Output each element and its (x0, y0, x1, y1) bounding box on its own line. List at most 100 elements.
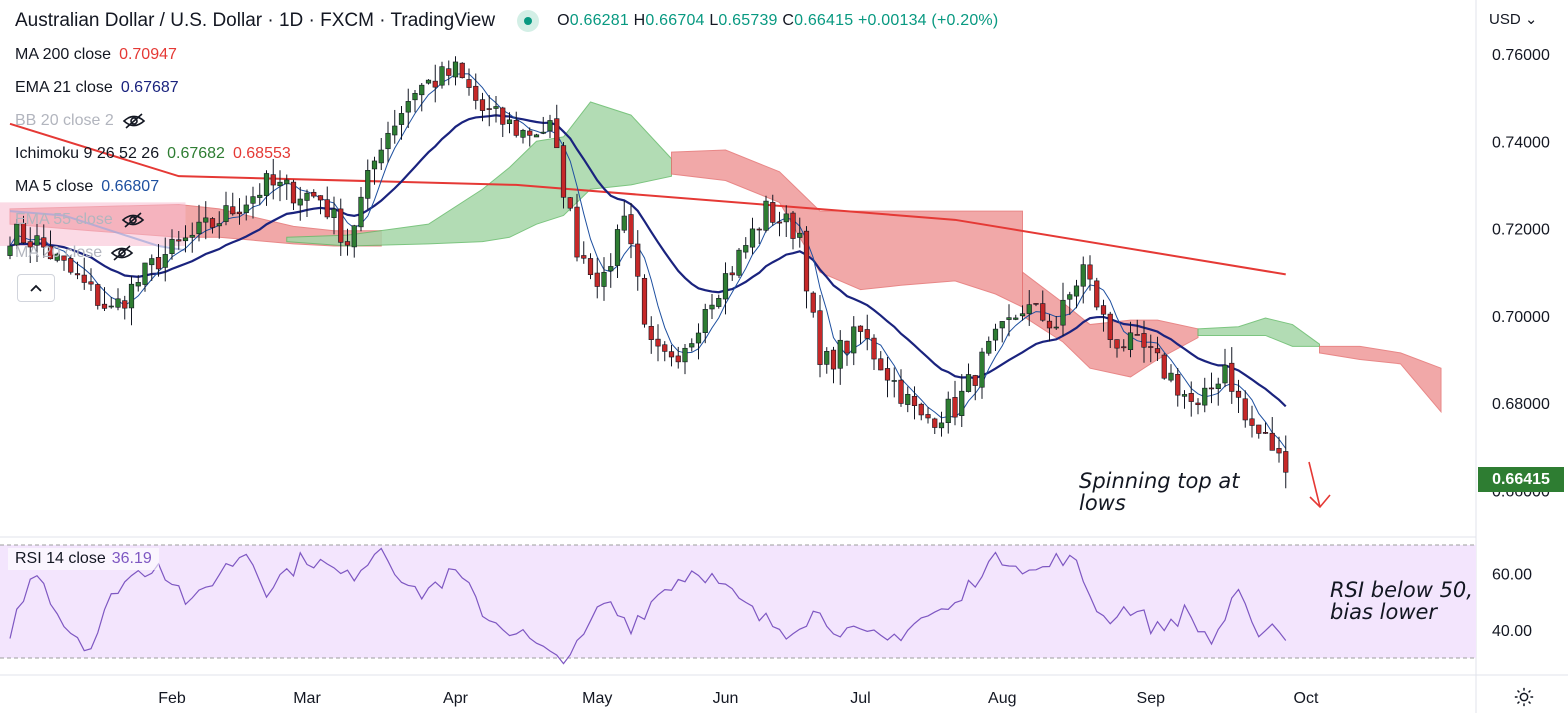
candle[interactable] (911, 386, 918, 420)
candle[interactable] (1168, 364, 1174, 383)
candle[interactable] (520, 128, 526, 144)
candle[interactable] (7, 236, 13, 260)
candle[interactable] (608, 253, 614, 288)
candle[interactable] (1269, 417, 1275, 451)
candle[interactable] (884, 357, 891, 398)
candle[interactable] (999, 321, 1005, 343)
candle[interactable] (722, 262, 729, 315)
candle[interactable] (506, 112, 513, 134)
candle[interactable] (81, 257, 87, 290)
candle[interactable] (88, 268, 94, 292)
axes[interactable]: 0.760000.740000.720000.700000.680000.660… (158, 47, 1550, 707)
candle[interactable] (209, 217, 216, 234)
candle[interactable] (493, 95, 499, 123)
candle[interactable] (108, 297, 114, 309)
candle[interactable] (1013, 314, 1019, 321)
candle[interactable] (344, 228, 351, 256)
candle[interactable] (932, 417, 938, 434)
candle[interactable] (668, 344, 675, 367)
candle[interactable] (857, 325, 864, 344)
candle[interactable] (527, 127, 533, 147)
candle[interactable] (1060, 282, 1066, 336)
candle[interactable] (1222, 348, 1228, 388)
candle[interactable] (1202, 377, 1208, 413)
currency-selector[interactable]: USD ⌄ (1489, 11, 1538, 28)
candle[interactable] (135, 275, 141, 292)
candle[interactable] (1087, 255, 1093, 291)
candle[interactable] (1175, 368, 1181, 407)
candle[interactable] (27, 227, 33, 264)
candle[interactable] (945, 391, 951, 434)
candle[interactable] (14, 218, 20, 250)
candle[interactable] (695, 323, 702, 360)
candle[interactable] (500, 106, 506, 138)
rsi-pane[interactable] (0, 544, 1476, 665)
candle[interactable] (851, 316, 857, 366)
candle[interactable] (54, 252, 60, 263)
candle[interactable] (743, 237, 749, 259)
candle[interactable] (621, 200, 627, 234)
candle[interactable] (216, 211, 222, 239)
candle[interactable] (263, 170, 270, 206)
candle[interactable] (270, 158, 276, 200)
candle[interactable] (1276, 436, 1282, 463)
candle[interactable] (1161, 352, 1167, 380)
candle[interactable] (68, 255, 74, 275)
candle[interactable] (574, 193, 580, 262)
candle[interactable] (378, 137, 384, 171)
candle[interactable] (1121, 339, 1127, 352)
candle[interactable] (459, 62, 465, 79)
candle[interactable] (689, 338, 695, 352)
candle[interactable] (844, 340, 850, 366)
candle[interactable] (560, 142, 567, 209)
candle[interactable] (398, 105, 405, 140)
candle[interactable] (918, 402, 924, 421)
candle[interactable] (601, 257, 607, 301)
candle[interactable] (790, 210, 796, 250)
candle[interactable] (1195, 398, 1201, 415)
candle[interactable] (1040, 290, 1046, 322)
candle[interactable] (1127, 321, 1134, 358)
candle[interactable] (1188, 381, 1194, 417)
candle[interactable] (891, 367, 897, 398)
candle[interactable] (162, 237, 168, 282)
market-status-icon[interactable] (517, 10, 540, 32)
candle[interactable] (898, 369, 904, 407)
candle[interactable] (1080, 256, 1086, 304)
candle[interactable] (1235, 379, 1242, 413)
candle[interactable] (837, 330, 843, 385)
candle[interactable] (736, 247, 742, 278)
candle[interactable] (1107, 311, 1113, 349)
candle[interactable] (587, 253, 594, 280)
candle[interactable] (702, 303, 708, 344)
candle[interactable] (324, 186, 330, 220)
candle[interactable] (419, 82, 425, 112)
candle[interactable] (257, 183, 263, 206)
hidden-eye-icon[interactable] (110, 244, 134, 262)
candle[interactable] (1283, 435, 1289, 489)
candle[interactable] (547, 114, 553, 138)
indicator-ma200[interactable]: MA 200 close 0.70947 (15, 46, 177, 63)
candle[interactable] (1006, 304, 1012, 337)
candle[interactable] (122, 295, 128, 320)
candle[interactable] (1073, 279, 1080, 309)
candle[interactable] (803, 226, 810, 309)
candle[interactable] (878, 351, 884, 371)
candle[interactable] (284, 174, 290, 200)
candle[interactable] (311, 189, 317, 199)
candle[interactable] (1249, 405, 1255, 438)
candle[interactable] (1026, 290, 1032, 326)
candle[interactable] (236, 198, 243, 225)
candle[interactable] (479, 92, 486, 122)
candle[interactable] (297, 186, 303, 221)
candle[interactable] (74, 261, 81, 280)
candle[interactable] (979, 347, 985, 399)
candle[interactable] (1148, 334, 1154, 363)
candle[interactable] (783, 205, 789, 238)
candle[interactable] (176, 231, 182, 250)
candle[interactable] (338, 198, 344, 256)
candle[interactable] (1067, 291, 1073, 315)
candle[interactable] (115, 288, 121, 311)
candle[interactable] (1100, 299, 1107, 332)
